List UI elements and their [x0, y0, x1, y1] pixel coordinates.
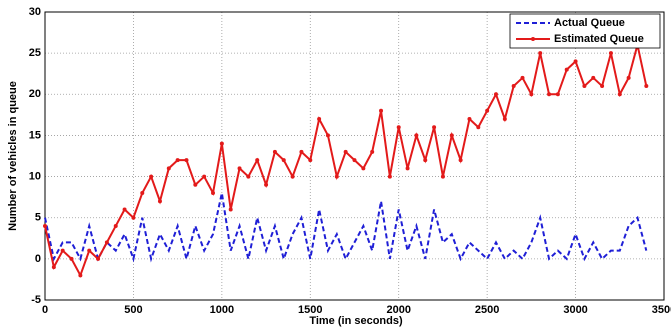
point-marker [485, 108, 490, 113]
point-marker [379, 108, 384, 113]
point-marker [175, 158, 180, 163]
point-marker [202, 174, 207, 179]
point-marker [43, 223, 47, 228]
point-marker [405, 166, 410, 171]
point-marker [458, 158, 463, 163]
y-tick-label: 0 [35, 253, 41, 265]
point-marker [555, 92, 560, 97]
point-marker [96, 256, 101, 261]
point-marker [140, 191, 145, 196]
point-marker [149, 174, 154, 179]
legend-marker [531, 37, 535, 41]
point-marker [272, 149, 277, 154]
point-marker [78, 273, 83, 278]
y-tick-label: 10 [29, 170, 41, 182]
series-line [44, 44, 648, 278]
point-marker [440, 174, 445, 179]
point-marker [69, 256, 74, 261]
point-marker [361, 166, 366, 171]
point-marker [290, 174, 295, 179]
point-marker [237, 166, 242, 171]
point-marker [493, 92, 498, 97]
point-marker [184, 158, 189, 163]
point-marker [644, 84, 649, 89]
point-marker [600, 84, 605, 89]
x-tick-label: 1500 [298, 304, 322, 316]
point-marker [352, 158, 357, 163]
point-marker [608, 51, 613, 56]
legend: Actual Queue Estimated Queue [509, 13, 661, 49]
x-tick-label: 0 [42, 304, 48, 316]
legend-label: Actual Queue [554, 17, 625, 29]
point-marker [449, 133, 454, 138]
point-marker [502, 116, 507, 121]
point-marker [87, 248, 92, 253]
point-marker [423, 158, 428, 163]
point-marker [157, 199, 162, 204]
x-tick-label: 2500 [475, 304, 499, 316]
point-marker [573, 59, 578, 64]
point-marker [166, 166, 171, 171]
point-marker [104, 240, 109, 245]
point-marker [325, 133, 330, 138]
series-line [44, 192, 648, 263]
point-marker [467, 116, 472, 121]
point-marker [122, 207, 127, 212]
x-tick-label: 3000 [563, 304, 587, 316]
y-tick-label: 5 [35, 212, 41, 224]
point-marker [219, 141, 224, 146]
point-marker [529, 92, 534, 97]
point-marker [387, 174, 392, 179]
x-tick-label: 3500 [652, 304, 671, 316]
point-marker [538, 51, 543, 56]
point-marker [547, 92, 552, 97]
point-marker [370, 149, 375, 154]
point-marker [334, 174, 339, 179]
point-marker [308, 158, 313, 163]
point-marker [414, 133, 419, 138]
point-marker [211, 191, 216, 196]
plot-frame [44, 11, 665, 301]
point-marker [626, 75, 631, 80]
y-axis-label: Number of vehicles in queue [7, 81, 19, 231]
point-marker [51, 265, 56, 270]
point-marker [396, 125, 401, 130]
point-marker [131, 215, 136, 220]
legend-label: Estimated Queue [554, 33, 644, 45]
y-tick-label: 20 [29, 88, 41, 100]
point-marker [617, 92, 622, 97]
point-marker [564, 67, 569, 72]
point-marker [299, 149, 304, 154]
point-marker [246, 174, 251, 179]
x-tick-label: 1000 [210, 304, 234, 316]
point-marker [520, 75, 525, 80]
x-tick-label: 500 [124, 304, 142, 316]
point-marker [60, 248, 65, 253]
y-tick-label: 25 [29, 47, 41, 59]
point-marker [228, 207, 233, 212]
y-tick-label: -5 [31, 294, 41, 306]
point-marker [317, 116, 322, 121]
point-marker [432, 125, 437, 130]
legend-box [509, 13, 661, 49]
point-marker [255, 158, 260, 163]
point-marker [511, 84, 516, 89]
point-marker [591, 75, 596, 80]
y-tick-label: 30 [29, 6, 41, 18]
point-marker [281, 158, 286, 163]
point-marker [264, 182, 269, 187]
x-axis-label: Time (in seconds) [309, 315, 403, 327]
y-tick-label: 15 [29, 129, 41, 141]
point-marker [113, 223, 118, 228]
x-tick-label: 2000 [386, 304, 410, 316]
point-marker [193, 182, 198, 187]
point-marker [476, 125, 481, 130]
point-marker [343, 149, 348, 154]
point-marker [582, 84, 587, 89]
